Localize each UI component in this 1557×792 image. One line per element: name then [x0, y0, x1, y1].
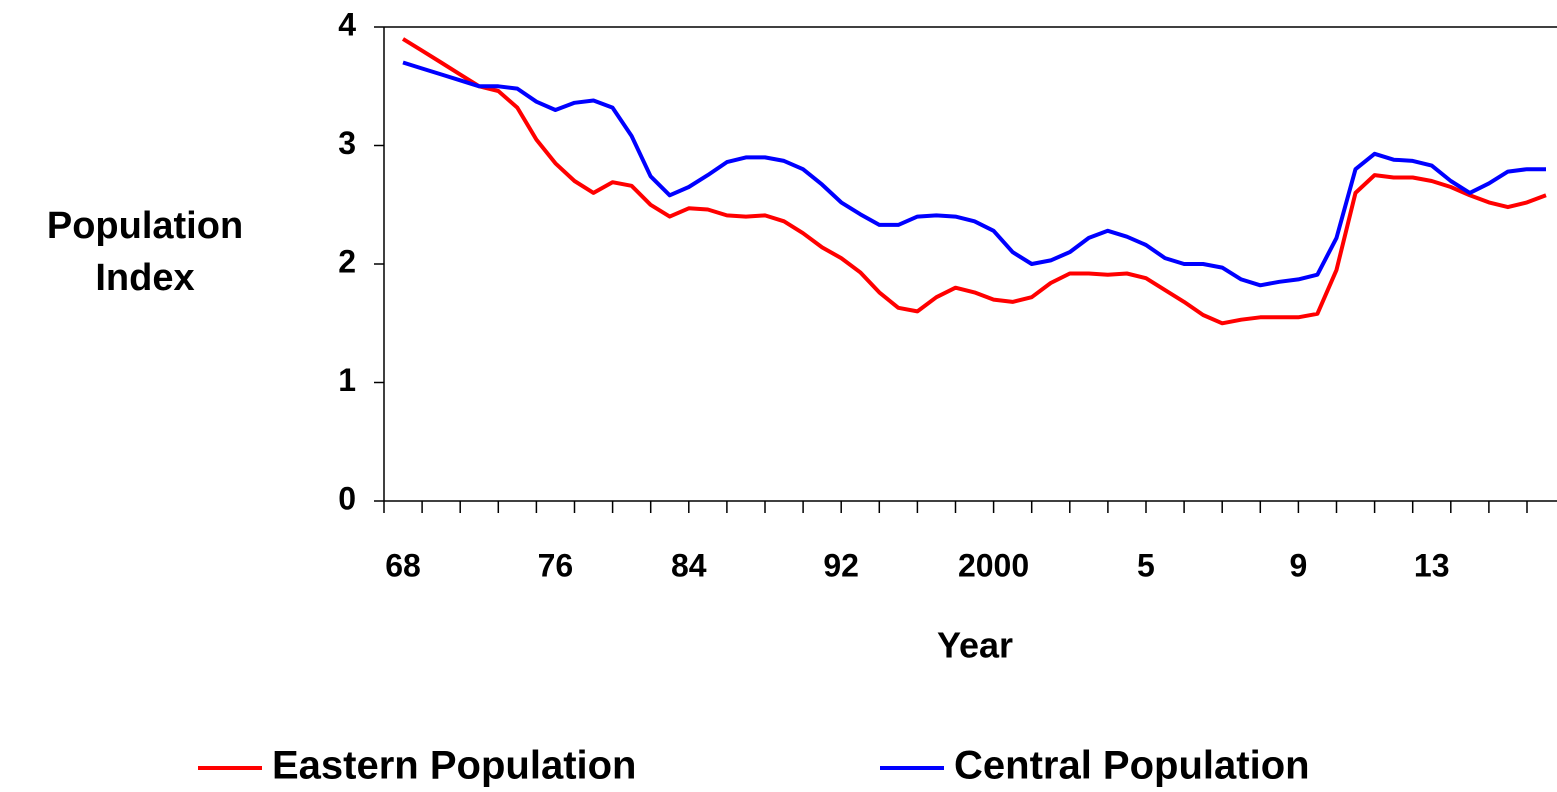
- x-axis-label: Year: [937, 625, 1013, 666]
- y-tick-label: 2: [338, 243, 356, 279]
- y-tick-label: 4: [338, 6, 356, 42]
- x-tick-label: 84: [671, 547, 707, 583]
- line-series: [402, 60, 1546, 288]
- y-tick-label: 3: [338, 125, 356, 161]
- x-tick-label: 76: [538, 547, 574, 583]
- y-tick-label: 1: [338, 362, 356, 398]
- x-tick-label: 92: [823, 547, 859, 583]
- x-tick-label: 68: [385, 547, 421, 583]
- y-axis-label-box: Population Index: [0, 200, 290, 304]
- x-tick-label: 9: [1289, 547, 1307, 583]
- line-series: [401, 37, 1547, 326]
- y-axis-label: Population Index: [46, 205, 244, 299]
- x-tick-label: 5: [1137, 547, 1155, 583]
- x-tick-label: 13: [1414, 547, 1450, 583]
- x-tick-label: 2000: [958, 547, 1029, 583]
- y-tick-label: 0: [338, 480, 356, 516]
- legend-label: Central Population: [954, 744, 1310, 788]
- legend-label: Eastern Population: [272, 744, 637, 788]
